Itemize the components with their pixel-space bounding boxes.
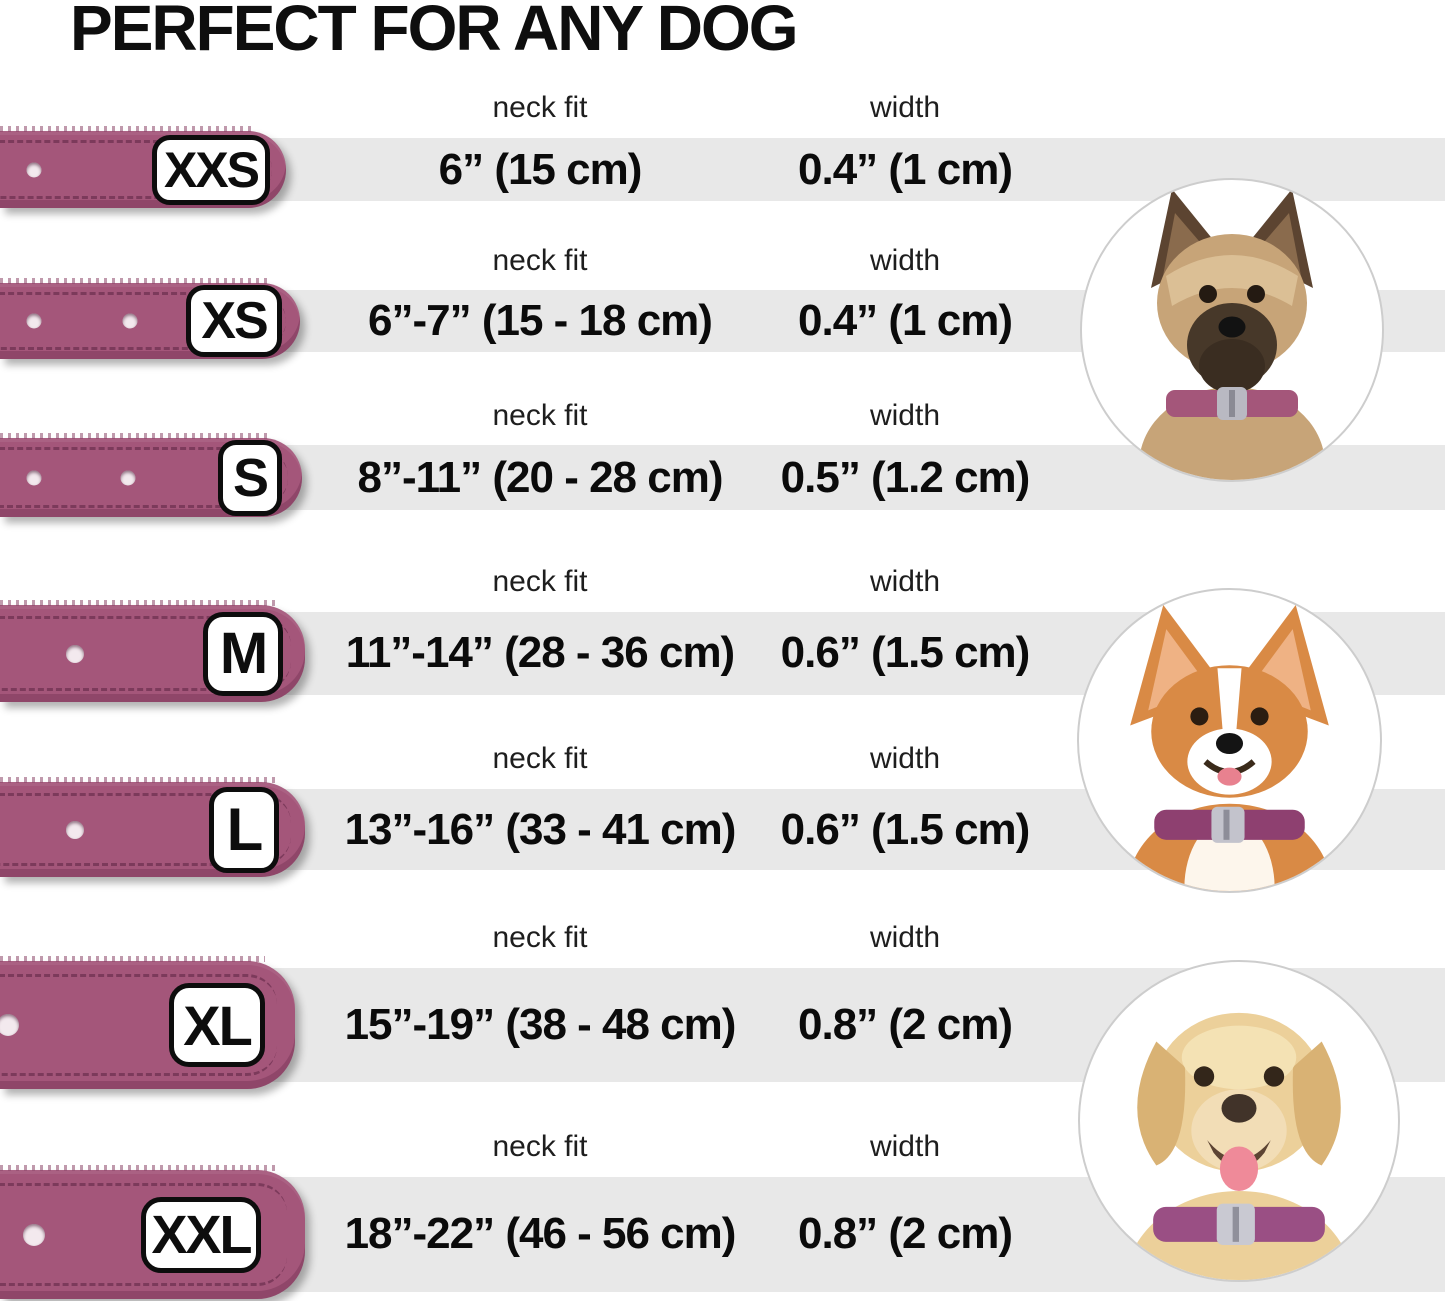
collar-strap: XS [0,278,300,359]
size-badge-label: L [226,796,264,863]
dog-photo-small [1080,178,1384,482]
collar-hole [26,162,42,177]
width-value: 0.8” (2 cm) [798,1000,1013,1049]
neck-fit-header: neck fit [492,565,588,598]
width-value: 0.8” (2 cm) [798,1209,1013,1258]
collar-hole [120,470,136,485]
width-value: 0.6” (1.5 cm) [780,805,1031,854]
neck-fit-value: 6”-7” (15 - 18 cm) [368,296,713,345]
neck-fit-value: 18”-22” (46 - 56 cm) [344,1209,737,1258]
width-header: width [869,1130,941,1163]
collar-stitching [0,140,272,199]
size-badge-label: M [219,621,268,686]
size-badge-label: XXS [163,141,260,198]
collar-hole [26,470,42,485]
width-value: 0.6” (1.5 cm) [780,628,1031,677]
width-value: 0.4” (1 cm) [798,145,1013,194]
size-badge: XXS [152,134,270,205]
terrier-dog-icon [1139,189,1325,480]
width-value: 0.4” (1 cm) [798,296,1013,345]
collar-strap: M [0,600,305,702]
dog-photo-large [1078,960,1400,1282]
size-badge: XS [186,285,282,357]
neck-fit-value: 15”-19” (38 - 48 cm) [344,1000,737,1049]
width-header: width [869,91,941,124]
neck-fit-value: 11”-14” (28 - 36 cm) [345,628,735,677]
neck-fit-header: neck fit [492,399,588,432]
width-header: width [869,399,941,432]
collar-stitching [0,292,286,350]
collar-hole [23,1223,45,1246]
collar-hole [0,1014,19,1036]
collar-stitching [0,1183,287,1286]
width-header: width [869,565,941,598]
collar-hole [122,313,138,329]
collar-strap: S [0,433,302,517]
collar-stitching [0,974,277,1076]
collar-strap: XXL [0,1165,305,1299]
labrador-dog-icon [1124,1012,1354,1280]
width-header: width [869,921,941,954]
dog-photo-medium [1077,588,1382,893]
neck-fit-header: neck fit [492,921,588,954]
size-badge-label: XL [183,993,253,1057]
neck-fit-value: 6” (15 cm) [438,145,643,194]
corgi-dog-icon [1127,605,1332,891]
collar-strap: XXS [0,126,286,208]
page-title: PERFECT FOR ANY DOG [70,0,798,64]
collar-hole [26,313,42,329]
collar-strap: L [0,777,305,877]
collar-stitching [0,793,291,866]
collar-stitching [0,447,288,508]
collar-stitching [0,616,291,691]
neck-fit-header: neck fit [492,742,588,775]
neck-fit-value: 13”-16” (33 - 41 cm) [344,805,737,854]
size-badge: L [209,786,279,873]
neck-fit-header: neck fit [492,1130,588,1163]
size-badge: M [203,611,283,696]
width-value: 0.5” (1.2 cm) [780,453,1031,502]
size-badge-label: S [232,447,269,508]
collar-hole [66,820,84,839]
size-badge: S [218,439,282,516]
size-badge-label: XXL [151,1204,252,1265]
neck-fit-header: neck fit [492,244,588,277]
neck-fit-header: neck fit [492,91,588,124]
neck-fit-value: 8”-11” (20 - 28 cm) [357,453,724,502]
width-header: width [869,742,941,775]
width-header: width [869,244,941,277]
collar-hole [66,644,84,663]
size-badge-label: XS [201,292,268,350]
size-badge: XL [169,983,265,1067]
size-badge: XXL [141,1196,261,1273]
collar-strap: XL [0,956,295,1089]
